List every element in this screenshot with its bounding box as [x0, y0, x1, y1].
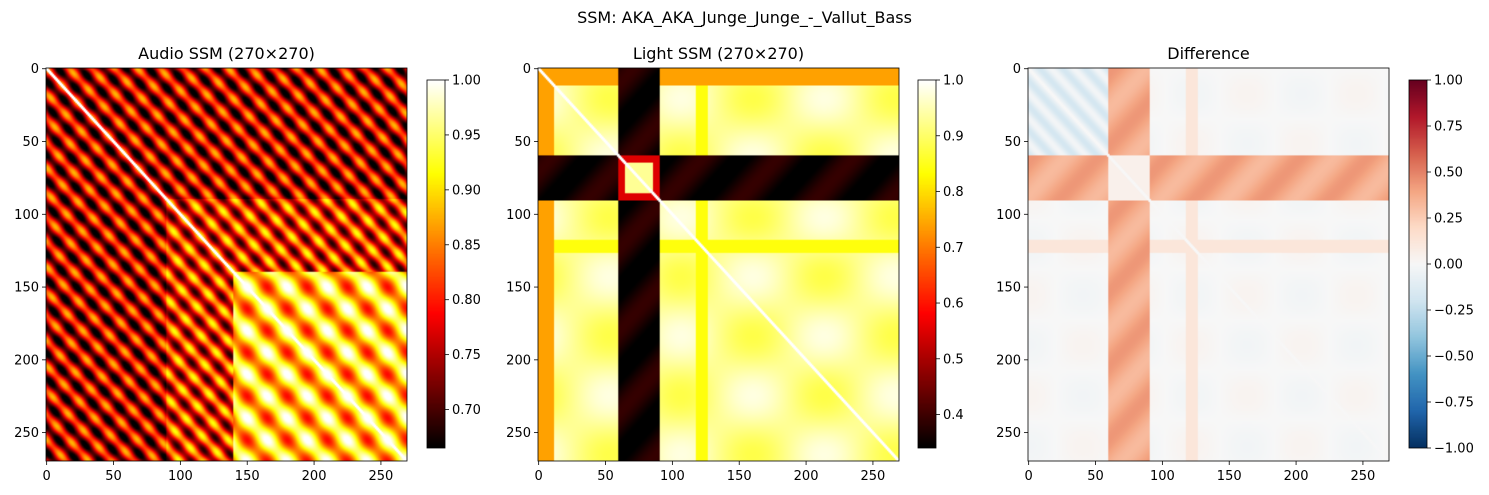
light-colorbar-label: 1.0: [943, 74, 964, 89]
audio-ytick-label: 200: [14, 353, 39, 368]
light-xtick-label: 150: [727, 469, 752, 484]
light-ytick-label: 250: [506, 426, 531, 441]
audio-xtick-label: 50: [105, 469, 122, 484]
audio-ytick-label: 150: [14, 281, 39, 296]
diff-colorbar-label: −0.75: [1434, 396, 1474, 411]
audio-colorbar-label: 0.80: [452, 293, 481, 308]
audio-colorbar-label: 0.90: [452, 183, 481, 198]
figure-suptitle: SSM: AKA_AKA_Junge_Junge_-_Vallut_Bass: [577, 8, 912, 27]
light-colorbar-label: 0.6: [943, 297, 964, 312]
diff-ytick-label: 0: [1013, 62, 1021, 77]
diff-colorbar-label: 0.75: [1434, 120, 1463, 135]
light-xtick-label: 0: [535, 469, 543, 484]
audio-colorbar-label: 0.95: [452, 128, 481, 143]
diff-colorbar-label: −0.50: [1434, 350, 1474, 365]
light-ytick-label: 50: [514, 135, 531, 150]
diff-xtick-label: 250: [1351, 469, 1376, 484]
light-xtick-label: 50: [597, 469, 614, 484]
light-ytick-label: 150: [506, 281, 531, 296]
difference-colorbar: [1409, 80, 1427, 448]
light-ssm-heatmap: [538, 68, 899, 461]
audio-colorbar-label: 1.00: [452, 74, 481, 89]
diff-xtick-label: 50: [1087, 469, 1104, 484]
diff-xtick-label: 0: [1025, 469, 1033, 484]
audio-xtick-label: 200: [302, 469, 327, 484]
diff-colorbar-label: 1.00: [1434, 74, 1463, 89]
audio-colorbar-frame: [426, 79, 446, 449]
light-xtick-label: 100: [660, 469, 685, 484]
audio-xtick-label: 250: [369, 469, 394, 484]
audio-axes-frame: [45, 67, 408, 462]
diff-colorbar-label: 0.00: [1434, 258, 1463, 273]
diff-ytick-label: 150: [996, 281, 1021, 296]
light-xtick-label: 250: [861, 469, 886, 484]
light-ytick-label: 100: [506, 208, 531, 223]
audio-colorbar-label: 0.85: [452, 238, 481, 253]
diff-axes-frame: [1027, 67, 1390, 462]
difference-title: Difference: [1167, 44, 1250, 63]
light-xtick-label: 200: [794, 469, 819, 484]
light-axes-frame: [537, 67, 900, 462]
light-colorbar-label: 0.5: [943, 352, 964, 367]
light-ssm-colorbar: [918, 80, 936, 448]
diff-ytick-label: 50: [1004, 135, 1021, 150]
light-colorbar-frame: [917, 79, 937, 449]
audio-ssm-title: Audio SSM (270×270): [138, 44, 315, 63]
light-colorbar-label: 0.8: [943, 185, 964, 200]
light-ssm-title: Light SSM (270×270): [632, 44, 805, 63]
audio-ytick-label: 100: [14, 208, 39, 223]
diff-colorbar-label: −0.25: [1434, 304, 1474, 319]
diff-ytick-label: 250: [996, 426, 1021, 441]
diff-ytick-label: 100: [996, 208, 1021, 223]
diff-xtick-label: 200: [1284, 469, 1309, 484]
diff-colorbar-label: −1.00: [1434, 442, 1474, 457]
audio-ssm-colorbar: [427, 80, 445, 448]
light-colorbar-label: 0.4: [943, 408, 964, 423]
diff-ytick-label: 200: [996, 353, 1021, 368]
diff-xtick-label: 150: [1217, 469, 1242, 484]
light-colorbar-label: 0.7: [943, 241, 964, 256]
audio-colorbar-label: 0.70: [452, 403, 481, 418]
light-ytick-label: 0: [523, 62, 531, 77]
diff-colorbar-label: 0.25: [1434, 212, 1463, 227]
audio-ytick-label: 0: [31, 62, 39, 77]
audio-ytick-label: 50: [22, 135, 39, 150]
audio-colorbar-label: 0.75: [452, 348, 481, 363]
light-ytick-label: 200: [506, 353, 531, 368]
audio-xtick-label: 0: [43, 469, 51, 484]
light-colorbar-label: 0.9: [943, 129, 964, 144]
diff-xtick-label: 100: [1150, 469, 1175, 484]
diff-colorbar-label: 0.50: [1434, 166, 1463, 181]
audio-xtick-label: 100: [168, 469, 193, 484]
difference-heatmap: [1028, 68, 1389, 461]
audio-xtick-label: 150: [235, 469, 260, 484]
diff-colorbar-frame: [1408, 79, 1428, 449]
audio-ssm-heatmap: [46, 68, 407, 461]
audio-ytick-label: 250: [14, 426, 39, 441]
